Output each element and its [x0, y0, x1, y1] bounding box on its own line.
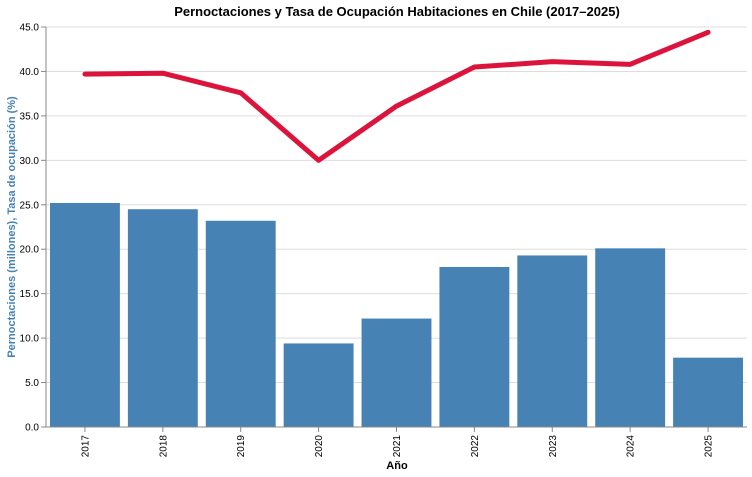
line-path	[82, 29, 711, 163]
x-tick-label: 2017	[80, 435, 91, 458]
chart-title: Pernoctaciones y Tasa de Ocupación Habit…	[174, 4, 620, 19]
x-axis-ticks: 2017 2018 2019 2020 2021 2022 2023 2024 2025	[80, 427, 715, 458]
y-tick-label: 20.0	[20, 245, 40, 256]
y-tick-label: 0.0	[25, 423, 39, 434]
x-tick-label: 2021	[392, 435, 403, 458]
x-tick-label: 2023	[548, 435, 559, 458]
bar	[283, 343, 354, 427]
bar	[361, 318, 432, 427]
y-tick-label: 5.0	[25, 378, 39, 389]
y-tick-label: 15.0	[20, 289, 40, 300]
x-tick-label: 2019	[236, 435, 247, 458]
bar	[673, 357, 743, 427]
x-tick-label: 2025	[704, 435, 715, 458]
bar	[205, 220, 276, 427]
x-tick-label: 2024	[626, 435, 637, 458]
y-tick-label: 35.0	[20, 111, 40, 122]
y-tick-label: 30.0	[20, 156, 40, 167]
y-tick-label: 40.0	[20, 67, 40, 78]
y-axis-ticks: 0.0 5.0 10.0 15.0 20.0 25.0 30.0 35.0 40.0 45.0	[20, 23, 46, 434]
bar	[517, 255, 588, 427]
bar	[595, 248, 666, 427]
y-tick-label: 10.0	[20, 334, 40, 345]
x-tick-label: 2020	[314, 435, 325, 458]
bar-series	[50, 203, 743, 427]
bar	[439, 267, 510, 427]
bar	[127, 209, 198, 427]
y-axis-title: Pernoctaciones (millones), Tasa de ocupa…	[6, 96, 18, 358]
x-tick-label: 2022	[470, 435, 481, 458]
x-axis-title: Año	[386, 460, 408, 472]
x-tick-label: 2018	[158, 435, 169, 458]
y-tick-label: 45.0	[20, 23, 40, 34]
y-tick-label: 25.0	[20, 200, 40, 211]
bar	[50, 203, 120, 427]
line-series	[82, 29, 711, 163]
